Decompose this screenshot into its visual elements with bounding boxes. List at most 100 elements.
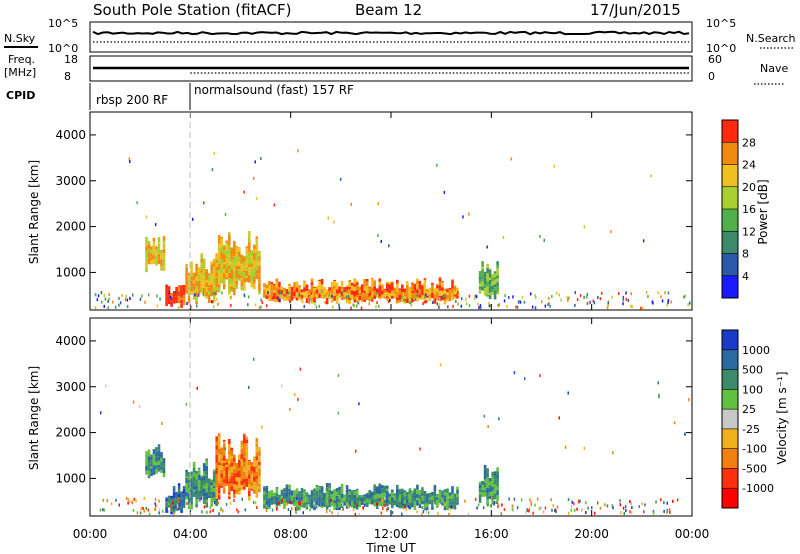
- noise-cell: [587, 506, 589, 510]
- heat-cell: [358, 495, 361, 497]
- heat-cell: [413, 283, 417, 287]
- heat-cell: [210, 494, 213, 498]
- heat-cell: [195, 493, 198, 500]
- heat-cell: [333, 279, 336, 282]
- heat-cell: [220, 450, 223, 456]
- heat-cell: [338, 492, 341, 496]
- heat-cell: [255, 274, 259, 280]
- heat-cell: [393, 502, 397, 506]
- heat-cell: [328, 483, 331, 485]
- heat-cell: [265, 485, 269, 488]
- heat-cell: [255, 236, 259, 239]
- heat-cell: [212, 488, 216, 492]
- heat-cell: [288, 495, 291, 499]
- heat-cell: [150, 460, 153, 465]
- heat-cell: [185, 267, 188, 271]
- heat-cell: [202, 294, 206, 297]
- heat-cell: [222, 441, 226, 444]
- heat-cell: [355, 285, 359, 290]
- noise-cell: [409, 301, 412, 305]
- noise-cell: [460, 304, 463, 308]
- scatter-cell: [524, 377, 526, 381]
- noise-cell: [574, 508, 576, 512]
- heat-cell: [295, 287, 299, 293]
- heat-cell: [192, 472, 196, 477]
- heat-cell: [360, 293, 364, 297]
- heat-cell: [175, 499, 178, 505]
- heat-cell: [406, 492, 409, 494]
- noise-cell: [212, 300, 214, 304]
- heat-cell: [373, 491, 376, 496]
- heat-cell: [192, 467, 196, 473]
- heat-cell: [423, 293, 427, 296]
- noise-cell: [620, 511, 622, 515]
- noise-cell: [147, 293, 150, 297]
- heat-cell: [478, 271, 482, 273]
- noise-cell: [448, 512, 450, 516]
- noise-cell: [321, 502, 324, 506]
- heat-cell: [228, 234, 231, 239]
- heat-cell: [443, 505, 447, 508]
- heat-cell: [177, 291, 181, 294]
- heat-cell: [217, 433, 221, 437]
- heat-cell: [330, 287, 334, 290]
- heat-cell: [418, 294, 422, 298]
- heat-cell: [220, 466, 223, 470]
- heat-cell: [496, 275, 499, 279]
- heat-cell: [350, 503, 354, 508]
- heat-cell: [363, 494, 366, 497]
- heat-cell: [228, 444, 231, 448]
- heat-cell: [190, 471, 193, 476]
- noise-cell: [140, 294, 143, 298]
- heat-cell: [328, 502, 331, 506]
- noise-cell: [212, 291, 215, 295]
- scatter-cell: [100, 411, 102, 415]
- heat-cell: [315, 289, 319, 294]
- heat-cell: [488, 269, 492, 273]
- heat-cell: [496, 486, 499, 491]
- heat-cell: [235, 472, 239, 477]
- heat-cell: [493, 292, 497, 295]
- heat-cell: [431, 492, 434, 493]
- heat-cell: [421, 494, 424, 496]
- heat-cell: [238, 473, 241, 478]
- noise-cell: [384, 497, 386, 500]
- heat-cell: [391, 490, 394, 493]
- noise-cell: [247, 303, 249, 307]
- colorbar-swatch: [722, 253, 738, 276]
- heat-cell: [217, 456, 221, 461]
- noise-cell: [579, 499, 581, 503]
- noise-cell: [125, 496, 128, 500]
- noise-cell: [375, 305, 377, 309]
- scatter-cell: [688, 398, 690, 402]
- heat-cell: [255, 241, 259, 244]
- heat-cell: [255, 251, 259, 256]
- heat-cell: [145, 267, 148, 273]
- noise-cell: [303, 305, 305, 308]
- heat-cell: [310, 495, 314, 501]
- heat-cell: [177, 483, 181, 486]
- heat-cell: [416, 289, 419, 294]
- heat-cell: [165, 502, 168, 508]
- noise-cell: [326, 510, 328, 514]
- heat-cell: [243, 443, 246, 448]
- heat-cell: [175, 497, 178, 500]
- scatter-cell: [243, 190, 245, 194]
- heat-cell: [240, 448, 244, 454]
- heat-cell: [258, 468, 261, 471]
- noise-cell: [586, 301, 589, 305]
- heat-cell: [293, 282, 296, 284]
- heat-cell: [162, 257, 166, 260]
- heat-cell: [157, 259, 161, 264]
- heat-cell: [303, 287, 306, 292]
- heat-cell: [245, 478, 249, 482]
- heat-cell: [255, 441, 259, 445]
- heat-cell: [228, 483, 231, 487]
- noise-cell: [652, 511, 655, 515]
- heat-cell: [398, 488, 402, 490]
- heat-cell: [228, 232, 231, 234]
- power-panel-frame: [89, 111, 693, 311]
- heat-cell: [167, 293, 171, 299]
- heat-cell: [411, 490, 414, 494]
- heat-cell: [330, 289, 334, 294]
